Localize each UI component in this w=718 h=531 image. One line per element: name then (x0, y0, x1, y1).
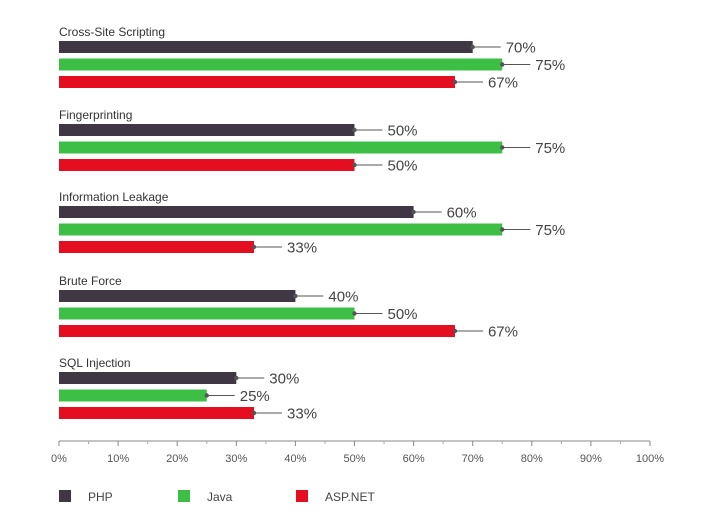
legend-item: ASP.NET (296, 490, 375, 504)
legend-swatch (178, 490, 190, 502)
x-tick-label: 40% (284, 453, 306, 465)
value-label: 50% (388, 123, 418, 140)
bar (59, 325, 455, 337)
value-label: 70% (506, 40, 536, 57)
bar (59, 41, 473, 53)
legend-swatch (296, 490, 308, 502)
value-marker-dot (500, 227, 505, 232)
bar (59, 141, 503, 154)
value-label: 40% (328, 289, 358, 306)
value-marker-dot (251, 244, 257, 250)
bar (59, 159, 355, 171)
bar (59, 307, 355, 320)
value-label: 33% (287, 240, 317, 257)
x-tick-label: 90% (580, 453, 602, 465)
x-tick-label: 60% (403, 453, 425, 465)
value-label: 50% (388, 158, 418, 175)
value-marker-dot (352, 127, 357, 133)
x-tick-label: 20% (166, 453, 188, 465)
value-marker-dot (293, 293, 298, 299)
bar (59, 124, 355, 136)
bar (59, 223, 503, 236)
category-group: SQL Injection 30%25% 33% (59, 356, 317, 423)
category-label: Cross-Site Scripting (59, 25, 165, 39)
value-label: 33% (287, 406, 317, 423)
value-label: 30% (269, 371, 299, 388)
bar (59, 76, 455, 88)
x-tick-label: 50% (343, 453, 365, 465)
value-marker-dot (500, 62, 505, 67)
category-group: Brute Force 40% 50% 67% (59, 274, 518, 341)
value-marker-dot (234, 375, 239, 381)
value-label: 75% (535, 222, 565, 239)
value-marker-dot (411, 209, 416, 215)
category-label: SQL Injection (59, 356, 131, 370)
value-marker-dot (500, 145, 505, 150)
bar (59, 290, 296, 302)
legend-item: Java (178, 490, 233, 504)
category-group: Cross-Site Scripting 70%75% 67% (59, 25, 565, 92)
bar (59, 206, 414, 218)
legend-label: Java (207, 490, 233, 504)
category-group: Fingerprinting 50% 75% 50% (59, 108, 565, 175)
bar (59, 58, 503, 71)
x-tick-label: 30% (225, 453, 247, 465)
x-tick-label: 0% (51, 453, 67, 465)
legend-label: PHP (88, 490, 113, 504)
legend-swatch (59, 490, 71, 502)
x-tick-label: 70% (462, 453, 484, 465)
x-tick-label: 80% (521, 453, 543, 465)
x-tick-label: 10% (107, 453, 129, 465)
value-marker-dot (251, 410, 257, 416)
value-marker-dot (452, 328, 458, 334)
category-label: Brute Force (59, 274, 122, 288)
chart-groups: Cross-Site Scripting70%75%67%Fingerprint… (59, 25, 565, 423)
value-label: 50% (388, 306, 418, 323)
category-label: Fingerprinting (59, 108, 132, 122)
value-label: 67% (488, 324, 518, 341)
bar (59, 241, 255, 253)
category-label: Information Leakage (59, 190, 169, 204)
value-marker-dot (352, 162, 357, 168)
legend: PHP Java ASP.NET (59, 490, 375, 504)
value-label: 75% (535, 140, 565, 157)
bar (59, 407, 255, 419)
value-label: 25% (240, 388, 270, 405)
value-marker-dot (352, 311, 357, 316)
legend-item: PHP (59, 490, 113, 504)
bar (59, 372, 237, 384)
value-label: 67% (488, 75, 518, 92)
legend-label: ASP.NET (325, 490, 375, 504)
category-group: Information Leakage 60% 75% 33% (59, 190, 565, 257)
bar (59, 389, 207, 402)
value-marker-dot (452, 79, 458, 85)
value-label: 60% (447, 205, 477, 222)
value-marker-dot (470, 44, 475, 50)
x-tick-label: 100% (636, 453, 664, 465)
value-marker-dot (204, 393, 209, 398)
x-axis: 0% 10% 20% 30% 40% 50% 60% 70% 80% 90% 100% (51, 440, 664, 465)
value-label: 75% (535, 57, 565, 74)
